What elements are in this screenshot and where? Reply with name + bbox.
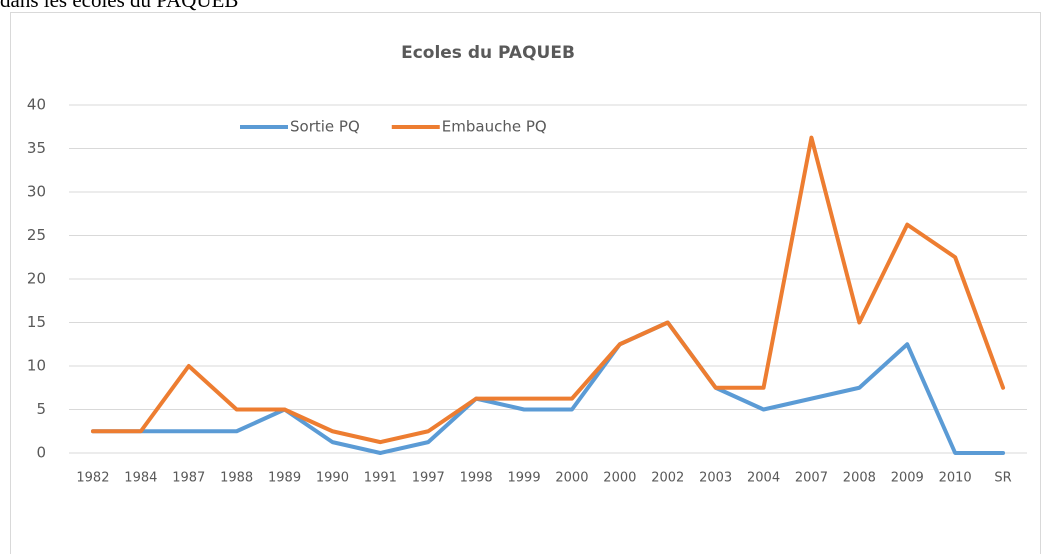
legend-label: Embauche PQ [442, 118, 547, 136]
x-tick-label: 1989 [268, 471, 301, 486]
x-tick-label: 1982 [76, 471, 109, 486]
chart-area [10, 12, 1041, 554]
x-tick-label: 2007 [795, 471, 828, 486]
y-tick-label: 35 [27, 139, 46, 157]
x-tick-label: 2009 [891, 471, 924, 486]
y-tick-label: 20 [27, 270, 46, 288]
y-tick-label: 5 [36, 400, 46, 418]
y-tick-label: 15 [27, 313, 46, 331]
x-tick-label: 1998 [460, 471, 493, 486]
x-tick-label: 1990 [316, 471, 349, 486]
x-tick-label: 1999 [508, 471, 541, 486]
legend-label: Sortie PQ [290, 118, 360, 136]
y-tick-label: 0 [36, 444, 46, 462]
x-tick-label: 1991 [364, 471, 397, 486]
x-tick-label: SR [994, 471, 1011, 486]
x-tick-label: 2000 [555, 471, 588, 486]
x-tick-label: 2000 [603, 471, 636, 486]
caption: dans les écoles du PAQUEB [0, 0, 238, 12]
series-line [90, 135, 1006, 445]
y-tick-label: 30 [27, 183, 46, 201]
x-tick-label: 2002 [651, 471, 684, 486]
x-tick-label: 1988 [220, 471, 253, 486]
x-tick-label: 2003 [699, 471, 732, 486]
x-tick-label: 1997 [412, 471, 445, 486]
y-tick-label: 40 [27, 96, 46, 114]
x-tick-label: 2004 [747, 471, 780, 486]
x-tick-label: 2008 [843, 471, 876, 486]
y-tick-label: 10 [27, 357, 46, 375]
x-tick-label: 2010 [939, 471, 972, 486]
y-tick-label: 25 [27, 226, 46, 244]
series-line [90, 320, 1006, 455]
x-tick-label: 1987 [172, 471, 205, 486]
x-tick-label: 1984 [124, 471, 157, 486]
chart-title: Ecoles du PAQUEB [401, 43, 575, 63]
